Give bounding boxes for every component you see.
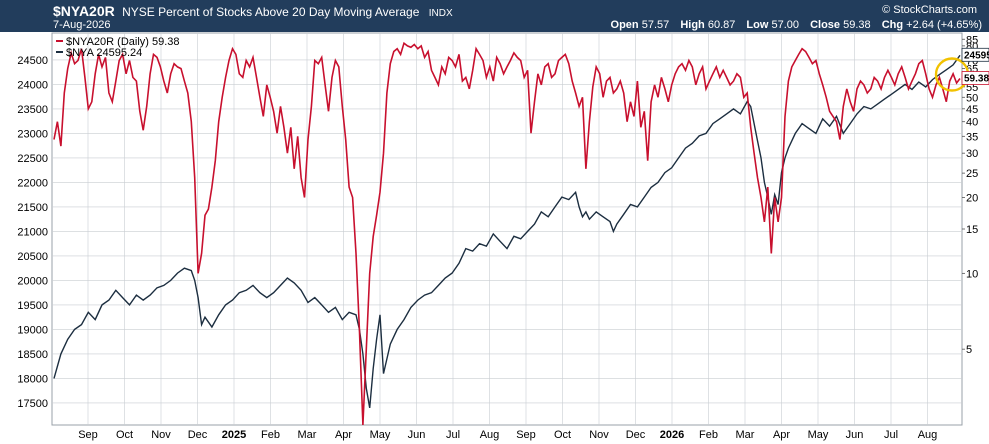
low-label: Low: [746, 19, 769, 31]
left-tick-label: 18500: [17, 349, 48, 361]
x-tick-label: Nov: [151, 429, 171, 441]
right-tick-label: 5: [966, 344, 972, 356]
change-value: +2.64 (+4.65%): [906, 19, 982, 31]
high-label: High: [680, 19, 705, 31]
right-tick-label: 10: [966, 268, 978, 280]
x-tick-label: May: [808, 429, 829, 441]
chart-date: 7-Aug-2026: [53, 19, 111, 31]
breadth-line: [53, 41, 961, 426]
nya-last-value-box: [961, 47, 989, 62]
chart-header: $NYA20R NYSE Percent of Stocks Above 20 …: [0, 0, 989, 32]
left-tick-label: 17500: [17, 398, 48, 410]
left-axis: 17500 18000 18500 19000 19500 20000 20500 21000…: [17, 55, 48, 410]
legend-entry: $NYA20R (Daily) 59.38: [66, 36, 180, 48]
x-tick-label: Sep: [516, 429, 536, 441]
right-tick-label: 25: [966, 168, 978, 180]
x-tick-label: Jul: [884, 429, 898, 441]
left-tick-label: 24500: [17, 55, 48, 67]
x-tick-label: Jun: [846, 429, 864, 441]
right-tick-label: 50: [966, 92, 978, 104]
quote-summary: Open 57.57 High 60.87 Low 57.00 Close 59…: [611, 19, 982, 31]
left-tick-label: 20500: [17, 251, 48, 263]
nya-last-value: 24595: [964, 50, 989, 61]
x-tick-label: Feb: [261, 429, 280, 441]
high-value: 60.87: [707, 19, 736, 31]
x-tick-label: Aug: [918, 429, 938, 441]
left-tick-label: 20000: [17, 275, 48, 287]
symbol-label: $NYA20R: [53, 3, 115, 19]
left-tick-label: 19500: [17, 300, 48, 312]
open-label: Open: [610, 19, 639, 31]
legend-entry: $NYA 24595.24: [66, 47, 142, 59]
breadth-last-value: 59.38: [964, 73, 989, 84]
left-tick-label: 22500: [17, 153, 48, 165]
x-tick-label: Jul: [446, 429, 460, 441]
x-tick-label: Oct: [116, 429, 133, 441]
right-tick-label: 30: [966, 148, 978, 160]
x-tick-label: Apr: [335, 429, 352, 441]
x-tick-label: Mar: [298, 429, 317, 441]
x-tick-label: Nov: [589, 429, 609, 441]
left-tick-label: 19000: [17, 324, 48, 336]
change-label: Chg: [881, 19, 904, 31]
x-tick-label: Aug: [480, 429, 500, 441]
x-tick-label: Mar: [736, 429, 755, 441]
legend: $NYA20R (Daily) 59.38$NYA 24595.24: [56, 36, 180, 59]
x-tick-label: Jun: [408, 429, 426, 441]
x-tick-label: Dec: [188, 429, 208, 441]
x-axis: Sep Oct Nov Dec 2025 Feb Mar Apr May Jun Jul Aug Sep…: [78, 429, 937, 441]
nya-line: [53, 54, 961, 409]
x-tick-label: Feb: [699, 429, 718, 441]
left-tick-label: 22000: [17, 177, 48, 189]
right-tick-label: 85: [966, 34, 978, 46]
x-tick-label: May: [370, 429, 391, 441]
x-tick-label: 2025: [222, 429, 246, 441]
x-tick-label: 2026: [660, 429, 684, 441]
left-tick-label: 23000: [17, 128, 48, 140]
right-tick-label: 40: [966, 117, 978, 129]
x-tick-label: Apr: [773, 429, 790, 441]
low-value: 57.00: [771, 19, 800, 31]
plot-background: [51, 32, 963, 426]
horizontal-gridlines: [52, 59, 962, 404]
left-tick-label: 18000: [17, 373, 48, 385]
left-tick-label: 23500: [17, 104, 48, 116]
chart-title: $NYA20R NYSE Percent of Stocks Above 20 …: [53, 3, 453, 19]
close-value: 59.38: [843, 19, 871, 31]
x-tick-label: Oct: [554, 429, 571, 441]
right-tick-label: 20: [966, 193, 978, 205]
exchange-label: INDX: [428, 8, 453, 19]
symbol-description: NYSE Percent of Stocks Above 20 Day Movi…: [122, 5, 420, 19]
close-label: Close: [810, 19, 841, 31]
brand-label[interactable]: © StockCharts.com: [882, 4, 977, 16]
open-value: 57.57: [641, 19, 670, 31]
right-tick-label: 15: [966, 224, 978, 236]
x-tick-label: Sep: [78, 429, 98, 441]
left-tick-label: 24000: [17, 79, 48, 91]
left-tick-label: 21500: [17, 202, 48, 214]
breadth-last-value-box: [961, 71, 989, 85]
x-tick-label: Dec: [626, 429, 646, 441]
last-value-labels: 24595 59.38: [961, 47, 989, 85]
left-tick-label: 21000: [17, 226, 48, 238]
right-tick-label: 35: [966, 131, 978, 143]
right-tick-label: 45: [966, 104, 978, 116]
